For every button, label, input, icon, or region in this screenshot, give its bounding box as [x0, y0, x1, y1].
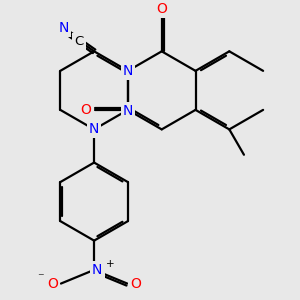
- Text: +: +: [106, 259, 115, 269]
- Text: O: O: [47, 277, 58, 291]
- Text: N: N: [92, 263, 102, 277]
- Text: N: N: [59, 21, 69, 34]
- Text: O: O: [81, 103, 92, 117]
- Text: N: N: [89, 122, 99, 136]
- Text: O: O: [156, 2, 167, 16]
- Text: N: N: [123, 64, 133, 78]
- Text: C: C: [75, 35, 84, 48]
- Text: O: O: [130, 277, 141, 291]
- Text: ⁻: ⁻: [37, 271, 44, 284]
- Text: N: N: [123, 104, 133, 118]
